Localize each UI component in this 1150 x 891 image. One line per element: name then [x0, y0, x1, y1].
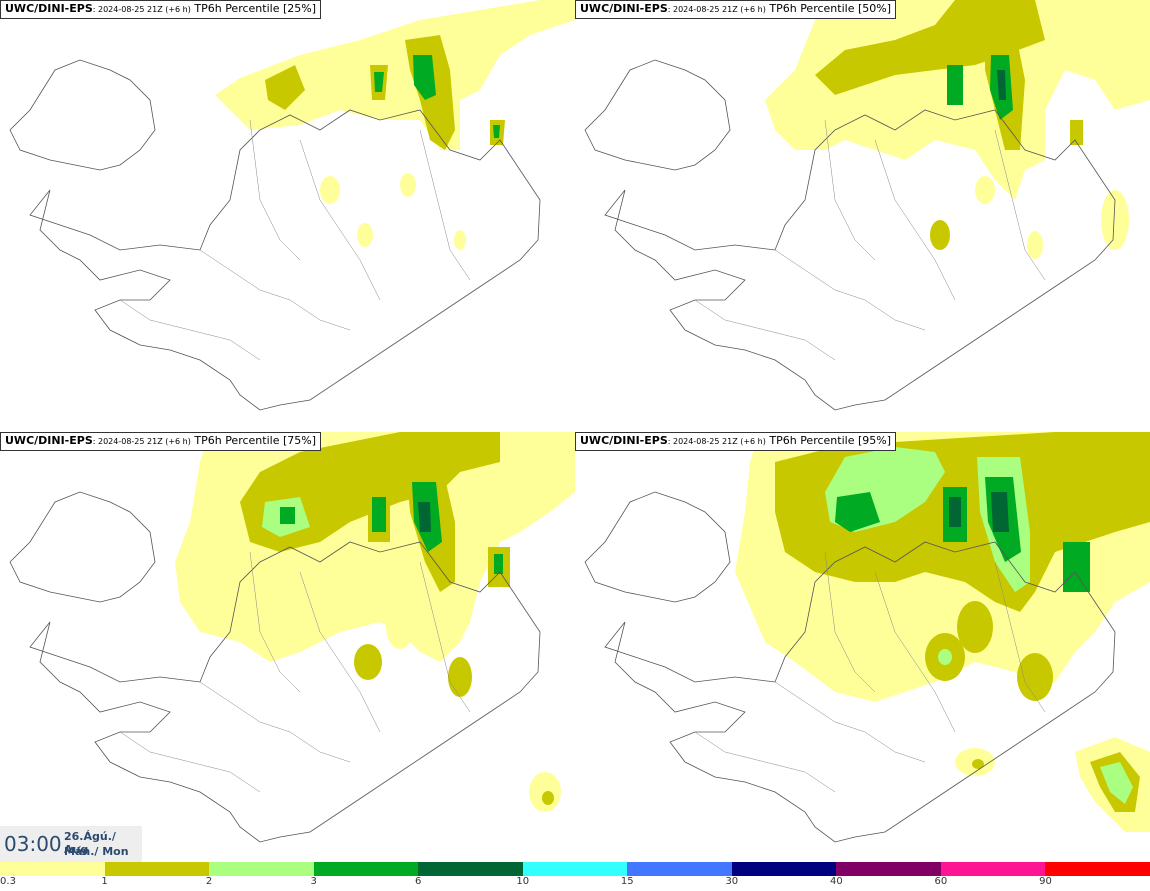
run-info: : 2024-08-25 21Z (+6 h) [92, 437, 191, 446]
panel-title: UWC/DINI-EPS: 2024-08-25 21Z (+6 h) TP6h… [0, 0, 321, 19]
valid-weekday: Mán./ Mon [64, 845, 129, 858]
colorbar-tick-label: 6 [414, 876, 422, 887]
colorbar-tick-label: 3 [310, 876, 317, 887]
run-info: : 2024-08-25 21Z (+6 h) [667, 437, 766, 446]
colorbar-tick-label: 30 [725, 876, 739, 887]
colorbar-segment [313, 862, 419, 876]
colorbar-segment [836, 862, 941, 876]
colorbar-segment [418, 862, 523, 876]
percentile-label: TP6h Percentile [75%] [190, 434, 316, 447]
colorbar-tick-label: 15 [620, 876, 634, 887]
run-info: : 2024-08-25 21Z (+6 h) [92, 5, 191, 14]
colorbar-segment [627, 862, 732, 876]
colorbar-tick-label: 0.3 [0, 876, 16, 887]
valid-time: 03:00 [4, 832, 62, 856]
precip-fill [215, 0, 575, 250]
model-name: UWC/DINI-EPS [5, 434, 93, 447]
colorbar-tick-label: 2 [205, 876, 213, 887]
model-name: UWC/DINI-EPS [580, 434, 668, 447]
colorbar-tick-label: 90 [1039, 876, 1052, 887]
coastline-map [584, 59, 1116, 411]
coastline-map [584, 491, 1116, 843]
colorbar-segment [731, 862, 837, 876]
map-panel-p75: UWC/DINI-EPS: 2024-08-25 21Z (+6 h) TP6h… [0, 432, 575, 862]
precip-fill [175, 432, 575, 812]
panel-title: UWC/DINI-EPS: 2024-08-25 21Z (+6 h) TP6h… [575, 0, 896, 19]
colorbar-segment [104, 862, 210, 876]
coastline-map [9, 491, 541, 843]
percentile-label: TP6h Percentile [50%] [765, 2, 891, 15]
precip-map [584, 432, 1150, 843]
model-name: UWC/DINI-EPS [5, 2, 93, 15]
colorbar-tick-label: 10 [516, 876, 530, 887]
colorbar-segment [209, 862, 314, 876]
precip-map [584, 0, 1150, 411]
precip-fill [765, 0, 1150, 259]
colorbar-tick-label: 1 [101, 876, 108, 887]
map-panel-p95: UWC/DINI-EPS: 2024-08-25 21Z (+6 h) TP6h… [575, 432, 1150, 862]
precip-map [9, 432, 575, 843]
valid-date: 26.Ágú./ Aug [64, 830, 116, 856]
colorbar-segment [1045, 862, 1150, 876]
precip-fill [735, 432, 1150, 832]
panel-title: UWC/DINI-EPS: 2024-08-25 21Z (+6 h) TP6h… [0, 432, 321, 451]
colorbar-tick-label: 60 [934, 876, 948, 887]
map-panel-p50: UWC/DINI-EPS: 2024-08-25 21Z (+6 h) TP6h… [575, 0, 1150, 430]
colorbar-ticks: 0.3 1 2 3 6 10 15 30 40 60 90 [0, 876, 1150, 891]
map-panel-p25: UWC/DINI-EPS: 2024-08-25 21Z (+6 h) TP6h… [0, 0, 575, 430]
precip-map [9, 0, 575, 411]
percentile-label: TP6h Percentile [25%] [190, 2, 316, 15]
coastline-map [9, 59, 541, 411]
valid-time-box: 03:00 26.Ágú./ Aug Mán./ Mon [0, 826, 142, 862]
colorbar-tick-label: 40 [829, 876, 843, 887]
colorbar-segment [522, 862, 628, 876]
run-info: : 2024-08-25 21Z (+6 h) [667, 5, 766, 14]
panel-title: UWC/DINI-EPS: 2024-08-25 21Z (+6 h) TP6h… [575, 432, 896, 451]
percentile-label: TP6h Percentile [95%] [765, 434, 891, 447]
colorbar-legend [0, 862, 1150, 876]
colorbar-segment [0, 862, 105, 876]
colorbar-segment [940, 862, 1046, 876]
model-name: UWC/DINI-EPS [580, 2, 668, 15]
